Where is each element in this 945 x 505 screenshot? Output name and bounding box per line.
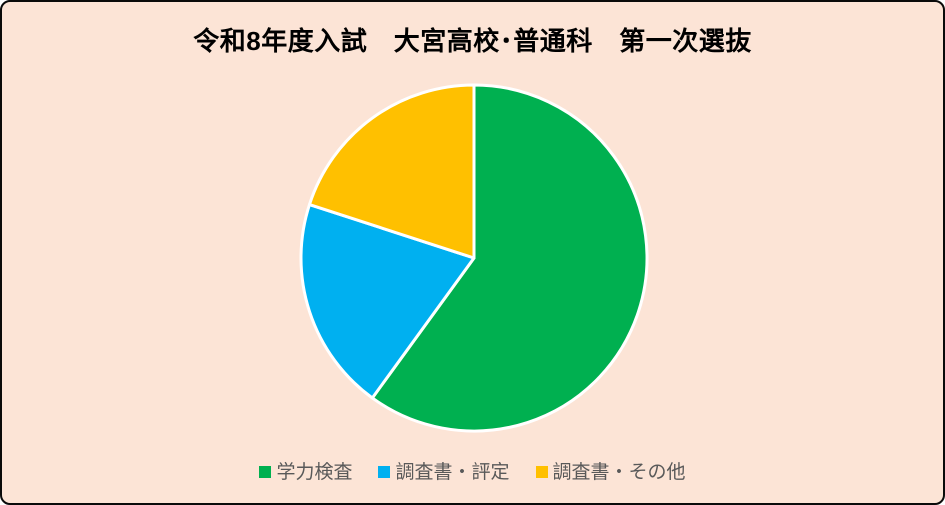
pie-chart xyxy=(299,83,649,433)
legend-swatch-blue-icon xyxy=(378,466,391,478)
legend-item-chosasho-hyotei: 調査書・評定 xyxy=(378,461,510,483)
pie-slice-2 xyxy=(299,203,476,400)
chart-title: 令和8年度入試 大宮高校･普通科 第一次選抜 xyxy=(193,26,752,56)
legend-swatch-green-icon xyxy=(259,466,272,478)
pie-slice-3 xyxy=(307,83,476,260)
legend-item-gakuryoku-kensa: 学力検査 xyxy=(259,463,352,482)
legend-swatch-yellow-icon xyxy=(535,466,548,478)
legend: 学力検査 調査書・評定 調査書・その他 xyxy=(2,458,943,486)
legend-item-chosasho-sonota: 調査書・その他 xyxy=(535,461,686,483)
legend-label-gakuryoku-kensa: 学力検査 xyxy=(276,461,353,483)
legend-label-chosasho-hyotei: 調査書・評定 xyxy=(395,461,510,483)
legend-label-chosasho-sonota: 調査書・その他 xyxy=(552,461,686,483)
pie-slice-1 xyxy=(370,83,649,433)
